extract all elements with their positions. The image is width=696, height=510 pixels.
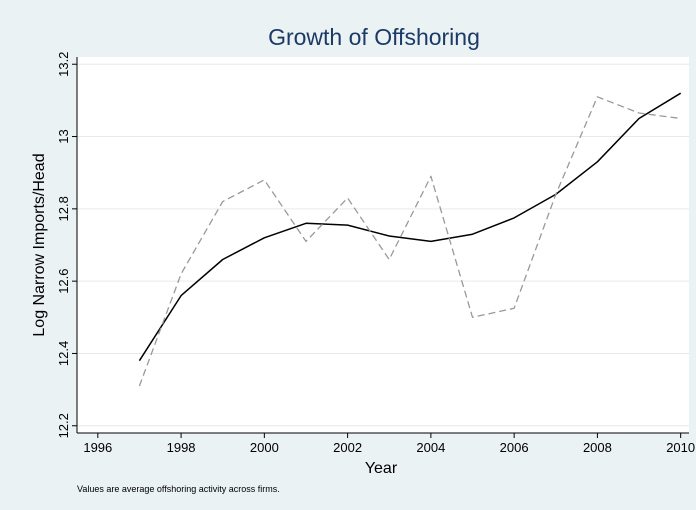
x-tick-label: 2002 [333,440,362,455]
plot-area [77,57,689,433]
x-tick-label: 2010 [666,440,695,455]
series-group [138,92,682,387]
y-tick-label: 13.2 [56,52,71,77]
x-tick-label: 2000 [250,440,279,455]
x-tick-label: 1996 [83,440,112,455]
y-tick-label: 12.8 [56,196,71,221]
x-axis-label: Year [365,460,398,477]
x-tick-label: 2004 [416,440,445,455]
chart-title: Growth of Offshoring [268,24,480,50]
y-tick-label: 12.2 [56,413,71,438]
series-line-solid [138,92,682,362]
x-tick-label: 2006 [500,440,529,455]
y-axis-label: Log Narrow Imports/Head [31,153,48,336]
x-tick-label: 1998 [167,440,196,455]
y-tick-label: 13 [56,129,71,143]
y-tick-label: 12.6 [56,268,71,293]
x-axis: 1996 1998 2000 2002 2004 2006 2008 2010 [77,432,695,455]
series-line-dashed [138,96,681,387]
chart-note: Values are average offshoring activity a… [77,484,280,494]
y-tick-label: 12.4 [56,341,71,366]
x-tick-label: 2008 [583,440,612,455]
y-axis: 12.2 12.4 12.6 12.8 13 13.2 [56,52,78,438]
